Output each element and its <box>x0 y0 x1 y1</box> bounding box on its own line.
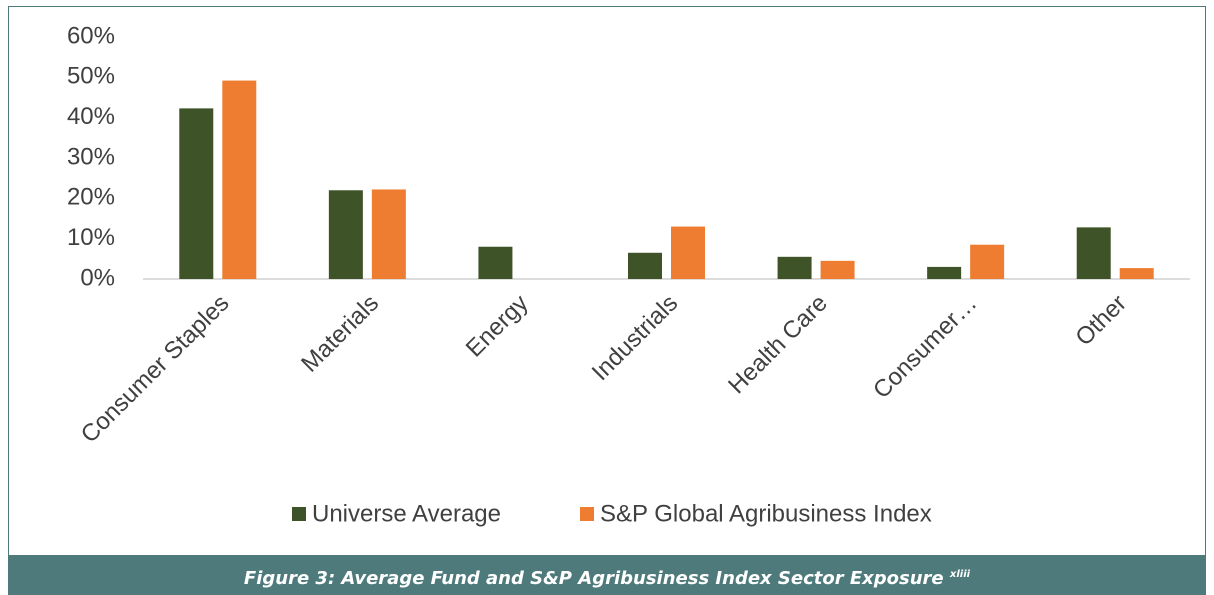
y-tick-label: 40% <box>67 103 115 130</box>
y-tick-label: 20% <box>67 184 115 211</box>
bar <box>478 246 513 279</box>
bar <box>970 244 1005 279</box>
y-tick-label: 0% <box>80 264 115 291</box>
y-tick-label: 50% <box>67 63 115 90</box>
x-tick-label: Consumer… <box>868 290 982 404</box>
bar <box>371 189 406 279</box>
caption-bar: Figure 3: Average Fund and S&P Agribusin… <box>8 555 1206 595</box>
y-tick-label: 10% <box>67 224 115 251</box>
legend-label: S&P Global Agribusiness Index <box>600 500 932 527</box>
x-tick-label: Industrials <box>587 290 683 386</box>
x-tick-label: Materials <box>296 290 384 378</box>
legend-swatch <box>580 507 594 521</box>
chart: 0% 10% 20% 30% 40% 50% 60% Consumer Staples Mate… <box>8 6 1206 555</box>
bar <box>222 80 257 279</box>
bar <box>927 266 962 279</box>
legend-label: Universe Average <box>312 500 501 527</box>
x-tick-label: Energy <box>461 290 534 363</box>
bar <box>628 252 662 279</box>
caption: Figure 3: Average Fund and S&P Agribusin… <box>243 568 944 589</box>
y-tick-label: 30% <box>67 143 115 170</box>
y-tick-label: 60% <box>67 22 115 49</box>
x-tick-label: Health Care <box>723 290 833 400</box>
bar <box>179 108 214 279</box>
x-tick-label: Consumer Staples <box>76 290 235 449</box>
bar <box>328 190 363 279</box>
legend-swatch <box>292 507 306 521</box>
bar <box>1076 227 1111 279</box>
caption-note: xliii <box>949 569 971 580</box>
x-tick-label: Other <box>1070 290 1132 352</box>
bar <box>671 226 705 279</box>
frame <box>8 6 1206 555</box>
bar <box>1119 268 1154 279</box>
bar <box>777 256 812 279</box>
bar <box>820 260 855 279</box>
